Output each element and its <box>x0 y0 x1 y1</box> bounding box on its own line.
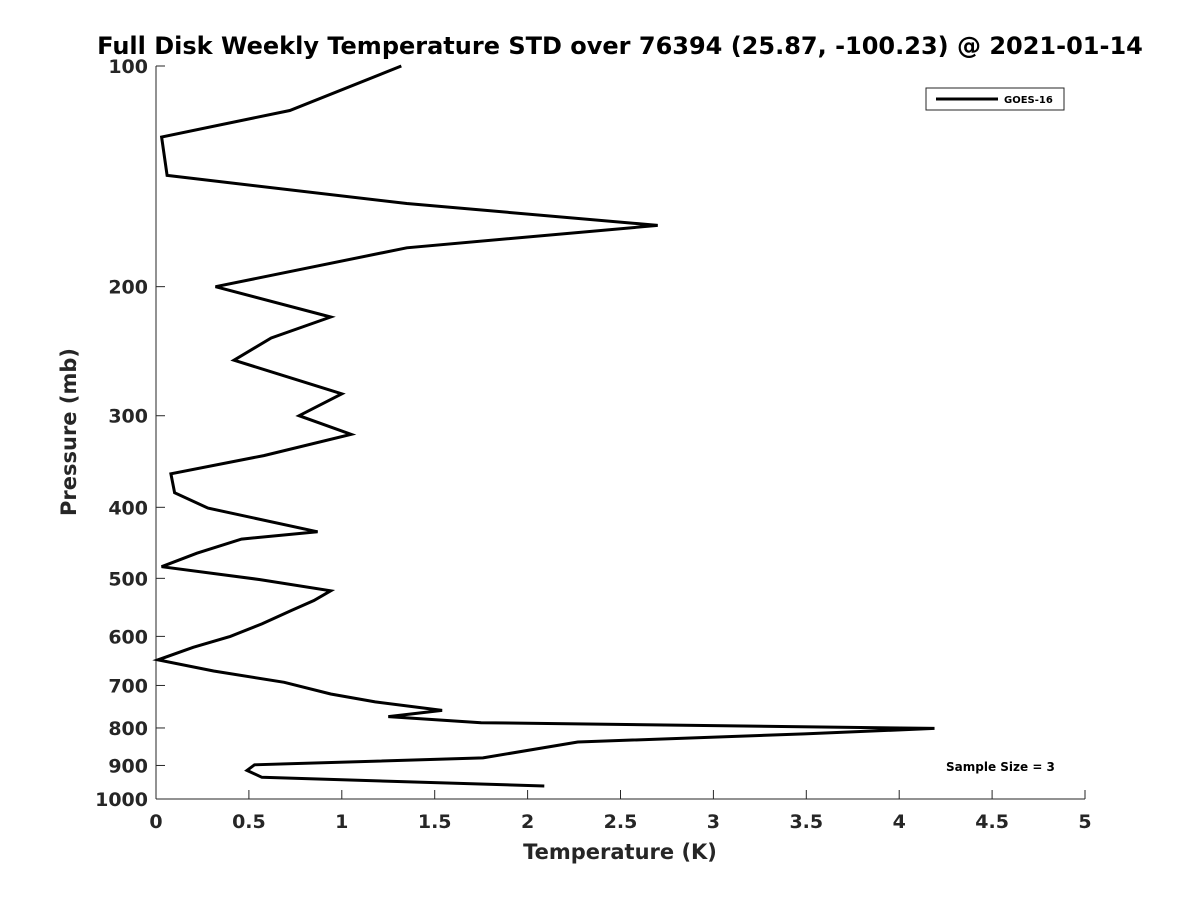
series-line-goes-16 <box>152 64 935 788</box>
y-tick-label: 300 <box>108 406 148 428</box>
x-tick-label: 3 <box>707 811 720 833</box>
legend: GOES-16 <box>925 87 1065 111</box>
x-axis-ticks: 0 0.5 1 1.5 2 2.5 3 3.5 4 4.5 5 <box>149 790 1092 833</box>
x-tick-label: 4 <box>893 811 906 833</box>
x-tick-label: 1.5 <box>418 811 452 833</box>
y-tick-label: 400 <box>108 497 148 519</box>
legend-label: GOES-16 <box>1004 95 1053 106</box>
y-tick-label: 600 <box>108 626 148 648</box>
y-tick-label: 900 <box>108 755 148 777</box>
x-tick-label: 0 <box>149 811 162 833</box>
x-axis-label: Temperature (K) <box>523 840 717 864</box>
plot-area <box>156 66 1085 799</box>
y-tick-label: 1000 <box>95 789 148 811</box>
y-axis-ticks: 100 200 300 400 500 600 700 800 900 1000 <box>95 56 165 811</box>
y-tick-label: 500 <box>108 568 148 590</box>
y-tick-label: 700 <box>108 675 148 697</box>
x-tick-label: 2 <box>521 811 534 833</box>
y-tick-label: 100 <box>108 56 148 78</box>
x-tick-label: 4.5 <box>975 811 1009 833</box>
x-tick-label: 3.5 <box>789 811 823 833</box>
sample-size-annotation: Sample Size = 3 <box>946 760 1055 774</box>
y-tick-label: 200 <box>108 277 148 299</box>
chart-title: Full Disk Weekly Temperature STD over 76… <box>97 32 1143 60</box>
x-tick-label: 5 <box>1078 811 1091 833</box>
x-tick-label: 1 <box>335 811 348 833</box>
x-tick-label: 2.5 <box>604 811 638 833</box>
y-axis-label: Pressure (mb) <box>57 348 81 516</box>
y-tick-label: 800 <box>108 718 148 740</box>
x-tick-label: 0.5 <box>232 811 266 833</box>
